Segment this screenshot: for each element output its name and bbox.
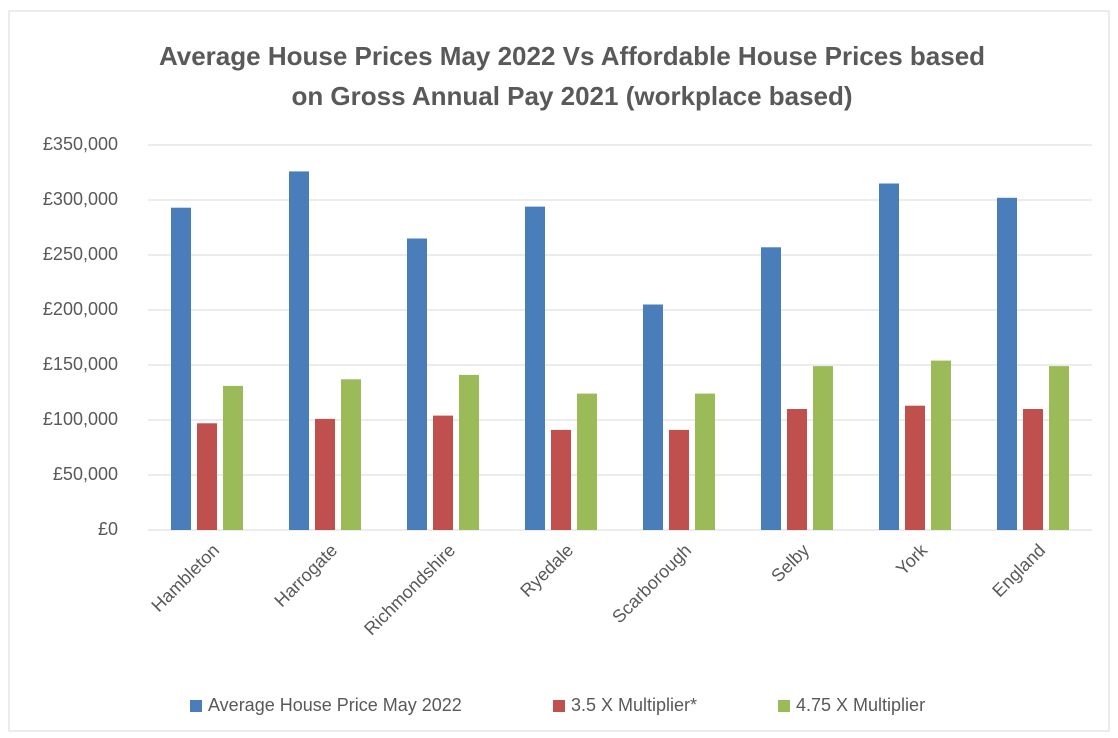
bar [197, 423, 217, 530]
legend-label: 4.75 X Multiplier [796, 695, 925, 715]
bar [577, 393, 597, 530]
y-tick-label: £250,000 [43, 244, 118, 264]
bar [787, 409, 807, 530]
y-tick-label: £200,000 [43, 299, 118, 319]
bar [315, 418, 335, 530]
bar [643, 304, 663, 530]
bar [997, 197, 1017, 531]
legend-label: 3.5 X Multiplier* [571, 695, 697, 715]
bar [433, 415, 453, 530]
bar [879, 183, 899, 530]
bar [1023, 409, 1043, 530]
legend-swatch [553, 700, 565, 712]
legend-swatch [778, 700, 790, 712]
y-tick-label: £100,000 [43, 409, 118, 429]
bar [695, 393, 715, 530]
bar [525, 206, 545, 530]
bar [407, 238, 427, 530]
y-tick-label: £150,000 [43, 354, 118, 374]
y-tick-label: £300,000 [43, 189, 118, 209]
bar [551, 429, 571, 530]
y-tick-label: £350,000 [43, 134, 118, 154]
legend-label: Average House Price May 2022 [208, 695, 462, 715]
chart-title: Average House Prices May 2022 Vs Afforda… [159, 41, 985, 71]
y-tick-label: £0 [98, 519, 118, 539]
bar [341, 379, 361, 530]
chart-title: on Gross Annual Pay 2021 (workplace base… [291, 81, 852, 111]
y-tick-label: £50,000 [53, 464, 118, 484]
legend-swatch [190, 700, 202, 712]
bar [1049, 366, 1069, 530]
bar [171, 207, 191, 530]
bar [223, 385, 243, 530]
chart-frame [8, 10, 1110, 732]
bar [669, 429, 689, 530]
bar [459, 374, 479, 530]
bar [761, 247, 781, 531]
bar [905, 405, 925, 530]
bar [813, 366, 833, 530]
bar [289, 171, 309, 530]
bar [931, 360, 951, 530]
